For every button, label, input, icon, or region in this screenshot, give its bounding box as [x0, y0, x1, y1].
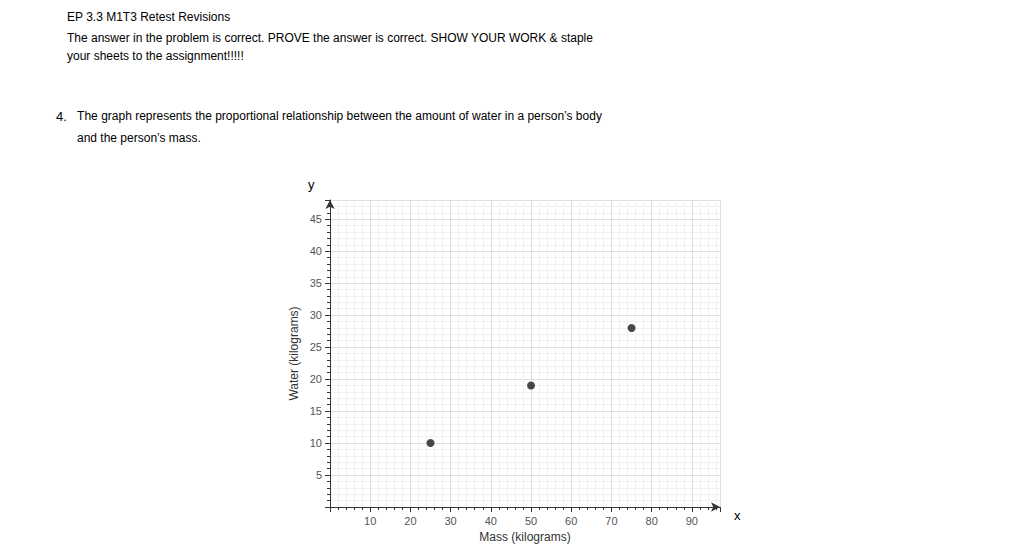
svg-text:your sheets to the assignment!: your sheets to the assignment!!!!! [67, 49, 244, 63]
svg-text:25: 25 [310, 341, 322, 353]
svg-text:Mass (kilograms): Mass (kilograms) [479, 530, 570, 544]
svg-text:20: 20 [404, 515, 416, 527]
svg-text:80: 80 [646, 515, 658, 527]
svg-text:45: 45 [310, 213, 322, 225]
svg-text:40: 40 [310, 245, 322, 257]
svg-text:60: 60 [565, 515, 577, 527]
svg-text:4.: 4. [56, 109, 67, 124]
svg-text:EP 3.3 M1T3 Retest Revisions: EP 3.3 M1T3 Retest Revisions [67, 10, 230, 24]
svg-text:15: 15 [310, 405, 322, 417]
svg-text:35: 35 [310, 277, 322, 289]
svg-text:and the person’s mass.: and the person’s mass. [77, 131, 201, 145]
svg-text:40: 40 [485, 515, 497, 527]
svg-text:5: 5 [316, 469, 322, 481]
svg-text:90: 90 [686, 515, 698, 527]
svg-text:x: x [734, 508, 741, 523]
svg-text:50: 50 [525, 515, 537, 527]
svg-text:30: 30 [310, 309, 322, 321]
svg-text:y: y [308, 177, 315, 192]
svg-text:20: 20 [310, 373, 322, 385]
svg-text:30: 30 [444, 515, 456, 527]
svg-text:10: 10 [364, 515, 376, 527]
svg-text:70: 70 [605, 515, 617, 527]
svg-text:Water (kilograms): Water (kilograms) [287, 306, 301, 400]
svg-text:The graph represents the propo: The graph represents the proportional re… [74, 109, 602, 123]
svg-text:10: 10 [310, 437, 322, 449]
svg-text:The answer in the problem is c: The answer in the problem is correct. PR… [67, 31, 593, 45]
